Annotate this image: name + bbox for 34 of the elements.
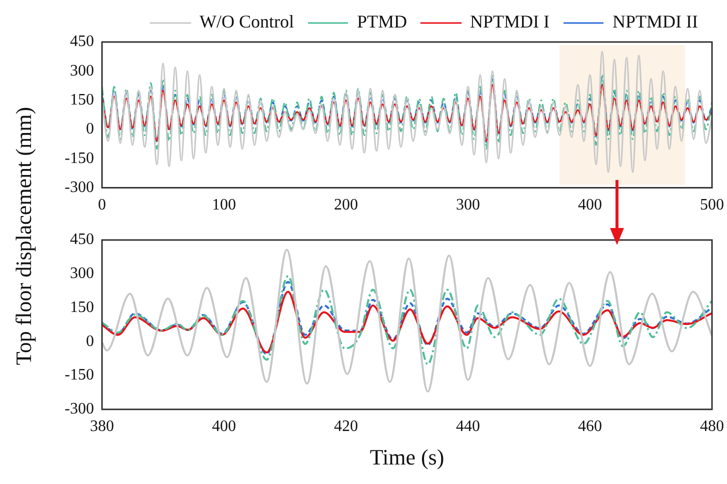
- y-tick-label: -300: [64, 400, 94, 418]
- legend-label: NPTMDI I: [470, 12, 550, 32]
- x-tick-label: 100: [212, 196, 236, 214]
- y-tick-label: 300: [70, 265, 94, 282]
- y-axis-title: Top floor displacement (mm): [11, 106, 37, 366]
- y-tick-label: -150: [64, 366, 94, 384]
- y-tick-label: 150: [70, 298, 94, 316]
- y-tick-label: -150: [64, 150, 94, 167]
- x-tick-label: 0: [98, 196, 106, 214]
- legend-label: PTMD: [357, 12, 408, 32]
- x-axis-title: Time (s): [370, 444, 444, 470]
- y-tick-label: 0: [86, 120, 94, 138]
- line-series: [102, 290, 712, 354]
- y-tick-label: 150: [70, 92, 94, 109]
- line-series: [102, 50, 712, 174]
- x-tick-label: 400: [578, 196, 602, 214]
- y-tick-label: -300: [64, 179, 94, 196]
- x-tick-label: 400: [212, 418, 236, 436]
- y-tick-label: 300: [70, 62, 94, 80]
- y-tick-label: 450: [70, 33, 94, 50]
- legend-label: NPTMDI II: [612, 12, 698, 32]
- x-tick-label: 200: [334, 196, 358, 214]
- x-tick-label: 500: [700, 196, 724, 214]
- x-tick-label: 480: [700, 418, 724, 436]
- y-tick-label: 450: [70, 231, 94, 248]
- line-series: [102, 275, 712, 366]
- x-tick-label: 380: [90, 418, 114, 436]
- y-tick-label: 0: [86, 332, 94, 350]
- x-tick-label: 420: [334, 418, 358, 436]
- x-tick-label: 440: [456, 418, 480, 436]
- x-tick-label: 460: [578, 418, 602, 436]
- line-series: [102, 248, 712, 393]
- x-tick-label: 300: [456, 196, 480, 214]
- legend-label: W/O Control: [200, 12, 294, 32]
